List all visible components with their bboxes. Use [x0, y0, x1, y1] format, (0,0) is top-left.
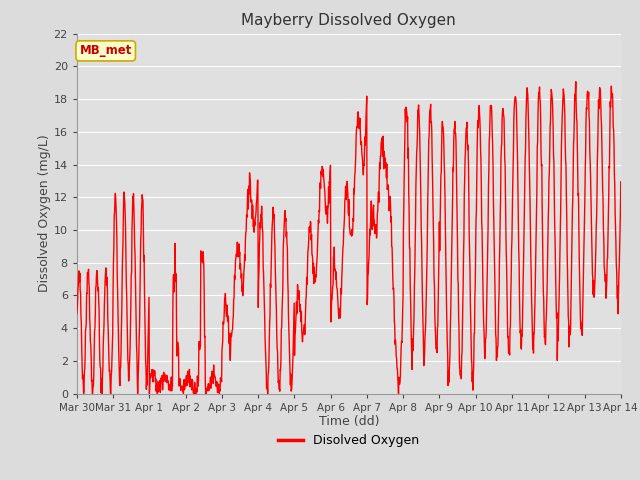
Text: MB_met: MB_met	[79, 44, 132, 58]
Legend: Disolved Oxygen: Disolved Oxygen	[273, 429, 424, 452]
Title: Mayberry Dissolved Oxygen: Mayberry Dissolved Oxygen	[241, 13, 456, 28]
X-axis label: Time (dd): Time (dd)	[319, 415, 379, 429]
Y-axis label: Dissolved Oxygen (mg/L): Dissolved Oxygen (mg/L)	[38, 135, 51, 292]
